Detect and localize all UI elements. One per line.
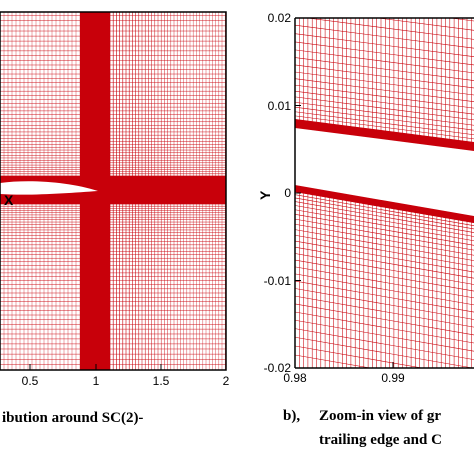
- mesh-line: [295, 234, 474, 267]
- mesh-line: [295, 78, 474, 102]
- right-y-tick-4: -0.02: [264, 361, 292, 375]
- mesh-line: [295, 295, 474, 328]
- mesh-line: [375, 18, 474, 31]
- left-x-axis-label: X: [4, 192, 14, 208]
- mesh-line: [295, 49, 474, 74]
- right-grid-plot: 0.02 0.01 0 -0.01 -0.02 0.98 0.99 Y: [257, 11, 474, 385]
- mesh-line: [295, 101, 474, 126]
- mesh-line: [295, 259, 474, 292]
- right-y-tick-3: -0.01: [264, 274, 292, 288]
- airfoil-trailing-edge: [295, 128, 474, 216]
- upper-boundary-layer-cluster: [295, 119, 474, 151]
- mesh-line: [295, 71, 474, 96]
- left-grid-plot: 0.5 1 1.5 2 X: [0, 11, 230, 388]
- mesh-line: [295, 288, 474, 320]
- mesh-line: [295, 280, 474, 313]
- left-caption: ibution around SC(2)-: [2, 410, 144, 426]
- mesh-line: [295, 205, 474, 237]
- mesh-line: [295, 240, 474, 273]
- right-y-tick-0: 0.02: [268, 11, 292, 25]
- mesh-line: [295, 223, 474, 256]
- right-x-tick-1: 0.99: [381, 371, 405, 385]
- mesh-line: [295, 96, 474, 121]
- right-y-tick-1: 0.01: [268, 99, 292, 113]
- left-mesh: [0, 12, 226, 370]
- mesh-line: [295, 354, 372, 368]
- mesh-line: [295, 41, 474, 66]
- left-plot-frame: [0, 11, 227, 371]
- mesh-line: [295, 246, 474, 279]
- right-caption-marker: b),: [283, 408, 301, 424]
- mesh-line: [295, 64, 474, 89]
- mesh-line: [295, 33, 474, 57]
- right-y-axis-label: Y: [257, 190, 273, 200]
- right-mesh: [295, 18, 474, 368]
- mesh-line: [295, 194, 474, 226]
- left-x-tick-2: 1.5: [153, 374, 170, 388]
- mesh-line: [295, 229, 474, 261]
- mesh-line: [295, 197, 474, 230]
- mesh-line: [295, 115, 474, 140]
- left-x-tick-0: 0.5: [22, 374, 39, 388]
- mesh-line: [295, 57, 474, 81]
- mesh-line: [295, 106, 474, 131]
- mesh-line: [295, 336, 474, 368]
- lower-boundary-layer-cluster: [295, 185, 474, 223]
- mesh-line: [295, 201, 474, 233]
- airfoil-shape: [0, 181, 98, 195]
- right-axis-ticks: [294, 17, 394, 369]
- mesh-line: [295, 273, 474, 306]
- mesh-line: [295, 214, 474, 246]
- left-x-ticks: [29, 364, 227, 370]
- mesh-line: [295, 328, 474, 360]
- mesh-line: [295, 218, 474, 251]
- mesh-line: [295, 24, 474, 49]
- mesh-line: [295, 111, 474, 136]
- mesh-line: [295, 345, 424, 368]
- mesh-line: [305, 18, 474, 40]
- mesh-line: [295, 90, 474, 115]
- right-caption-line2: trailing edge and C: [319, 432, 442, 448]
- right-y-tick-2: 0: [284, 186, 291, 200]
- mesh-line: [295, 303, 474, 336]
- left-x-tick-3: 2: [223, 374, 230, 388]
- mesh-line: [295, 209, 474, 242]
- right-caption-line1: Zoom-in view of gr: [319, 408, 442, 424]
- right-x-tick-0: 0.98: [283, 371, 307, 385]
- mesh-line: [295, 84, 474, 109]
- mesh-line: [295, 266, 474, 299]
- left-x-tick-1: 1: [93, 374, 100, 388]
- mesh-line: [295, 311, 474, 344]
- mesh-line: [295, 253, 474, 285]
- mesh-line: [295, 319, 474, 352]
